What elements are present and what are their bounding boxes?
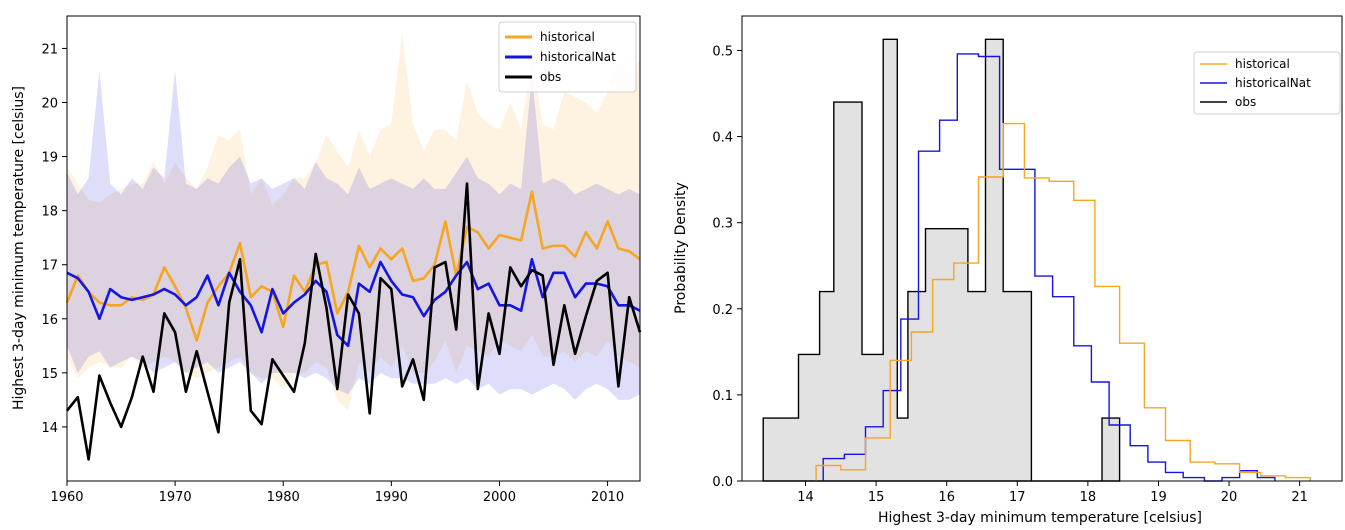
x-tick-label: 1990 [375, 490, 408, 505]
left-legend-label-historicalnat: historicalNat [540, 50, 616, 64]
x-tick-label: 1980 [267, 490, 300, 505]
left-plot-area [65, 32, 642, 461]
left-chart-panel: 1960 1970 1980 1990 2000 2010 14 15 16 17 18 19 20 2… [11, 15, 642, 505]
right-x-axis-label: Highest 3-day minimum temperature [celsi… [878, 510, 1202, 526]
y-tick-label: 0.3 [712, 217, 733, 232]
right-legend-label-historical: historical [1235, 57, 1290, 71]
y-tick-label: 0.5 [712, 44, 733, 59]
left-legend: historical historicalNat obs [498, 21, 637, 93]
x-tick-label: 1960 [50, 490, 83, 505]
band-historical [67, 32, 640, 411]
right-x-axis: 14 15 16 17 18 19 20 21 [797, 481, 1308, 505]
y-tick-label: 18 [41, 205, 58, 220]
histogram-historical [815, 122, 1311, 481]
left-y-axis-label: Highest 3-day minimum temperature [celsi… [11, 86, 27, 410]
left-legend-frame [498, 21, 637, 93]
x-tick-label: 14 [797, 490, 814, 505]
series-line-historical [65, 190, 641, 342]
y-tick-label: 0.4 [712, 131, 733, 146]
y-tick-label: 21 [41, 42, 58, 57]
y-tick-label: 14 [41, 421, 58, 436]
band-historicalnat [67, 70, 640, 400]
x-tick-label: 20 [1221, 490, 1238, 505]
left-legend-label-obs: obs [540, 70, 561, 84]
right-plot-frame [741, 15, 1343, 482]
y-tick-label: 16 [41, 313, 58, 328]
right-legend: historical historicalNat obs [1193, 51, 1341, 115]
y-tick-label: 0.0 [712, 475, 733, 490]
x-tick-label: 15 [868, 490, 885, 505]
right-legend-frame [1193, 51, 1341, 115]
x-tick-label: 19 [1150, 490, 1167, 505]
left-y-axis: 14 15 16 17 18 19 20 21 [41, 42, 67, 436]
y-tick-label: 15 [41, 367, 58, 382]
right-legend-label-obs: obs [1235, 95, 1256, 109]
right-y-axis-label: Probability Density [673, 182, 689, 314]
left-x-axis: 1960 1970 1980 1990 2000 2010 [50, 481, 624, 505]
y-tick-label: 0.1 [712, 389, 733, 404]
x-tick-label: 17 [1009, 490, 1026, 505]
x-tick-label: 1970 [159, 490, 192, 505]
x-tick-label: 18 [1080, 490, 1097, 505]
right-chart-panel: 14 15 16 17 18 19 20 21 0.0 0.1 0.2 0.3 0.4 0.5 Prob… [673, 15, 1343, 526]
x-tick-label: 21 [1291, 490, 1308, 505]
right-y-axis: 0.0 0.1 0.2 0.3 0.4 0.5 [712, 44, 742, 490]
series-line-obs [65, 182, 642, 461]
histogram-obs [762, 38, 1121, 482]
y-tick-label: 0.2 [712, 303, 733, 318]
y-tick-label: 17 [41, 259, 58, 274]
right-legend-label-historicalnat: historicalNat [1235, 76, 1311, 90]
x-tick-label: 16 [938, 490, 955, 505]
x-tick-label: 2010 [591, 490, 624, 505]
y-tick-label: 20 [41, 97, 58, 112]
x-tick-label: 2000 [483, 490, 516, 505]
y-tick-label: 19 [41, 151, 58, 166]
left-legend-label-historical: historical [540, 30, 595, 44]
left-plot-frame [66, 15, 641, 482]
